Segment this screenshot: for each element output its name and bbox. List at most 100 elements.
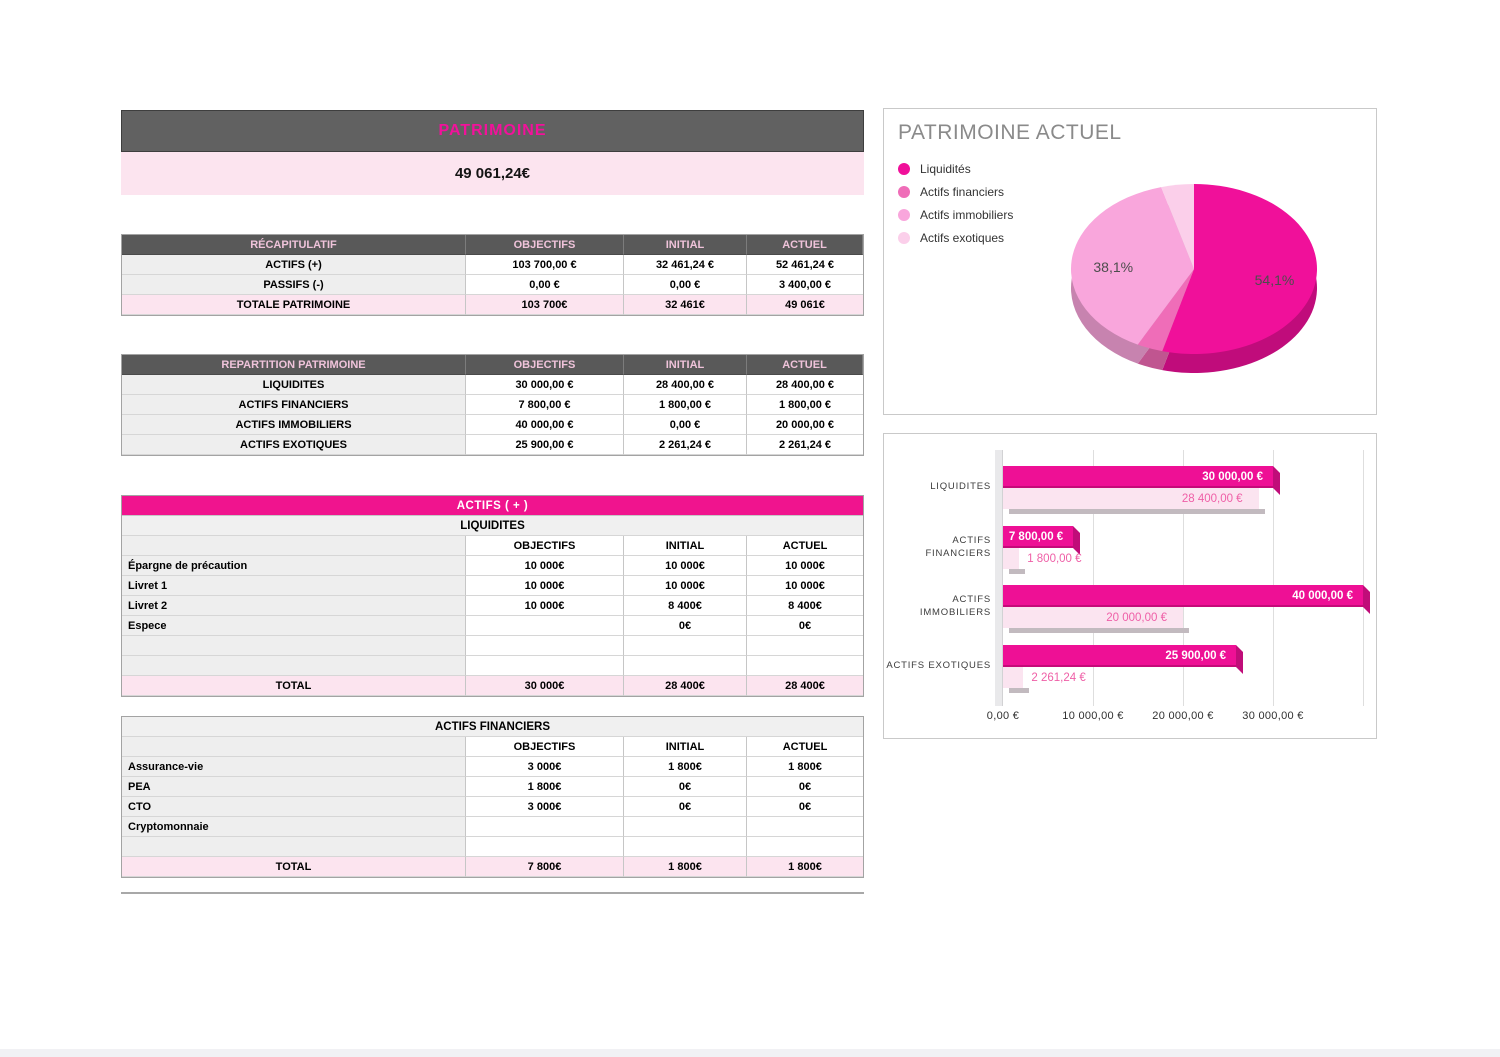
table-row: REPARTITION PATRIMOINE OBJECTIFS INITIAL AC… <box>122 355 863 375</box>
bar-group: LIQUIDITES 30 000,00 € 28 400,00 € <box>884 466 1376 514</box>
value-cell: INITIAL <box>624 355 747 375</box>
value-cell: ACTUEL <box>747 355 863 375</box>
row-label-cell: TOTAL <box>122 676 466 696</box>
table-row: LIQUIDITES 30 000,00 €28 400,00 €28 400,0… <box>122 375 863 395</box>
value-cell: 28 400,00 € <box>624 375 747 395</box>
value-cell: 0€ <box>747 777 863 797</box>
value-cell: 32 461€ <box>624 295 747 315</box>
category-label: ACTIFS FINANCIERS <box>925 534 991 559</box>
value-cell: 10 000€ <box>624 576 747 596</box>
value-cell: 49 061€ <box>747 295 863 315</box>
table-row: ACTIFS EXOTIQUES 25 900,00 €2 261,24 €2 2… <box>122 435 863 455</box>
value-cell <box>466 616 624 636</box>
row-label-cell: REPARTITION PATRIMOINE <box>122 355 466 375</box>
bar-group: ACTIFS EXOTIQUES 25 900,00 € 2 261,24 € <box>884 645 1376 693</box>
value-cell: OBJECTIFS <box>466 235 624 255</box>
legend-marker <box>898 208 910 221</box>
row-label-cell: Épargne de précaution <box>122 556 466 576</box>
legend-label: Actifs financiers <box>920 184 1005 199</box>
axis-wall <box>995 450 1003 706</box>
value-cell <box>624 837 747 857</box>
value-cell: 1 800€ <box>624 857 747 877</box>
value-cell <box>747 837 863 857</box>
row-label-cell <box>122 837 466 857</box>
bar-group: ACTIFS FINANCIERS 7 800,00 € 1 800,00 € <box>884 526 1376 574</box>
value-cell: 3 000€ <box>466 757 624 777</box>
row-label-cell <box>122 656 466 676</box>
pie-chart-title: PATRIMOINE ACTUEL <box>898 121 1122 144</box>
table-subtitle-row: ACTIFS FINANCIERS <box>122 717 863 737</box>
bar-series-1: 40 000,00 € <box>1003 585 1363 607</box>
bar-value-label: 40 000,00 € <box>1292 590 1353 602</box>
page-title: PATRIMOINE <box>438 122 547 139</box>
category-label: ACTIFS EXOTIQUES <box>886 660 991 672</box>
value-cell: 0€ <box>747 616 863 636</box>
value-cell: 10 000€ <box>747 556 863 576</box>
table-row: TOTALE PATRIMOINE 103 700€ 32 461€ 49 061€ <box>122 295 863 315</box>
value-cell: 28 400€ <box>747 676 863 696</box>
row-label-cell: CTO <box>122 797 466 817</box>
table-row: CTO 3 000€ 0€ 0€ <box>122 797 863 817</box>
x-axis-tick-label: 20 000,00 € <box>1152 710 1214 722</box>
value-cell: INITIAL <box>624 737 747 757</box>
pie-slice <box>1070 187 1194 345</box>
value-cell <box>624 656 747 676</box>
value-cell: 0€ <box>624 797 747 817</box>
value-cell: ACTUEL <box>747 536 863 556</box>
value-cell <box>747 656 863 676</box>
row-label-cell <box>122 536 466 556</box>
row-label-cell: TOTALE PATRIMOINE <box>122 295 466 315</box>
value-cell: 0€ <box>747 797 863 817</box>
table-row: ACTIFS (+) 103 700,00 €32 461,24 €52 461,… <box>122 255 863 275</box>
table-row: PASSIFS (-) 0,00 €0,00 €3 400,00 € <box>122 275 863 295</box>
value-cell: INITIAL <box>624 536 747 556</box>
row-label-cell: PASSIFS (-) <box>122 275 466 295</box>
value-cell: 10 000€ <box>624 556 747 576</box>
bar-series-1: 7 800,00 € <box>1003 526 1074 548</box>
value-cell: 32 461,24 € <box>624 255 747 275</box>
bar-value-label: 20 000,00 € <box>1106 611 1167 624</box>
legend-marker <box>898 162 910 175</box>
legend-marker <box>898 231 910 244</box>
pie-chart <box>1070 184 1318 374</box>
table-row: RÉCAPITULATIF OBJECTIFS INITIAL ACTUEL <box>122 235 863 255</box>
legend-label: Liquidités <box>920 161 971 176</box>
gridline <box>1093 450 1094 706</box>
value-cell: OBJECTIFS <box>466 355 624 375</box>
value-cell: 10 000€ <box>747 576 863 596</box>
legend-label: Actifs immobiliers <box>920 207 1014 222</box>
bar-chart-x-axis: 0,00 € 10 000,00 € 20 000,00 € 30 000,00 € <box>884 710 1376 730</box>
table-row: ACTIFS FINANCIERS 7 800,00 €1 800,00 €1 8… <box>122 395 863 415</box>
table-row: OBJECTIFS INITIAL ACTUEL <box>122 737 863 757</box>
row-label-cell: RÉCAPITULATIF <box>122 235 466 255</box>
value-cell: 1 800€ <box>624 757 747 777</box>
table-row: Assurance-vie 3 000€ 1 800€ 1 800€ <box>122 757 863 777</box>
value-cell: 20 000,00 € <box>747 415 863 435</box>
value-cell <box>747 817 863 837</box>
value-cell: 0,00 € <box>466 275 624 295</box>
value-cell: 2 261,24 € <box>624 435 747 455</box>
value-cell: 28 400,00 € <box>747 375 863 395</box>
value-cell: INITIAL <box>624 235 747 255</box>
row-label-cell: ACTIFS IMMOBILIERS <box>122 415 466 435</box>
table-row: Épargne de précaution 10 000€ 10 000€ 10 00… <box>122 556 863 576</box>
pie-slice <box>1162 184 1318 354</box>
bar-value-label: 2 261,24 € <box>1031 671 1086 684</box>
patrimoine-actuel-pie-panel: PATRIMOINE ACTUEL Liquidités Actifs finan… <box>883 108 1377 415</box>
row-label-cell: LIQUIDITES <box>122 375 466 395</box>
table-row: Livret 2 10 000€ 8 400€ 8 400€ <box>122 596 863 616</box>
value-cell: 2 261,24 € <box>747 435 863 455</box>
x-axis-tick-label: 10 000,00 € <box>1062 710 1124 722</box>
value-cell <box>466 837 624 857</box>
legend-marker <box>898 185 910 198</box>
table-row: PEA 1 800€ 0€ 0€ <box>122 777 863 797</box>
value-cell: 10 000€ <box>466 576 624 596</box>
repartition-bar-panel: LIQUIDITES 30 000,00 € 28 400,00 € ACTIFS F… <box>883 433 1377 739</box>
value-cell: 10 000€ <box>466 556 624 576</box>
actifs-financiers-table: ACTIFS FINANCIERS OBJECTIFS INITIAL ACTUEL A… <box>121 716 864 878</box>
bar-series-2: 2 261,24 € <box>1003 667 1086 693</box>
legend-item: Liquidités <box>898 157 1013 180</box>
value-cell <box>466 636 624 656</box>
value-cell: 30 000€ <box>466 676 624 696</box>
value-cell: 1 800,00 € <box>747 395 863 415</box>
